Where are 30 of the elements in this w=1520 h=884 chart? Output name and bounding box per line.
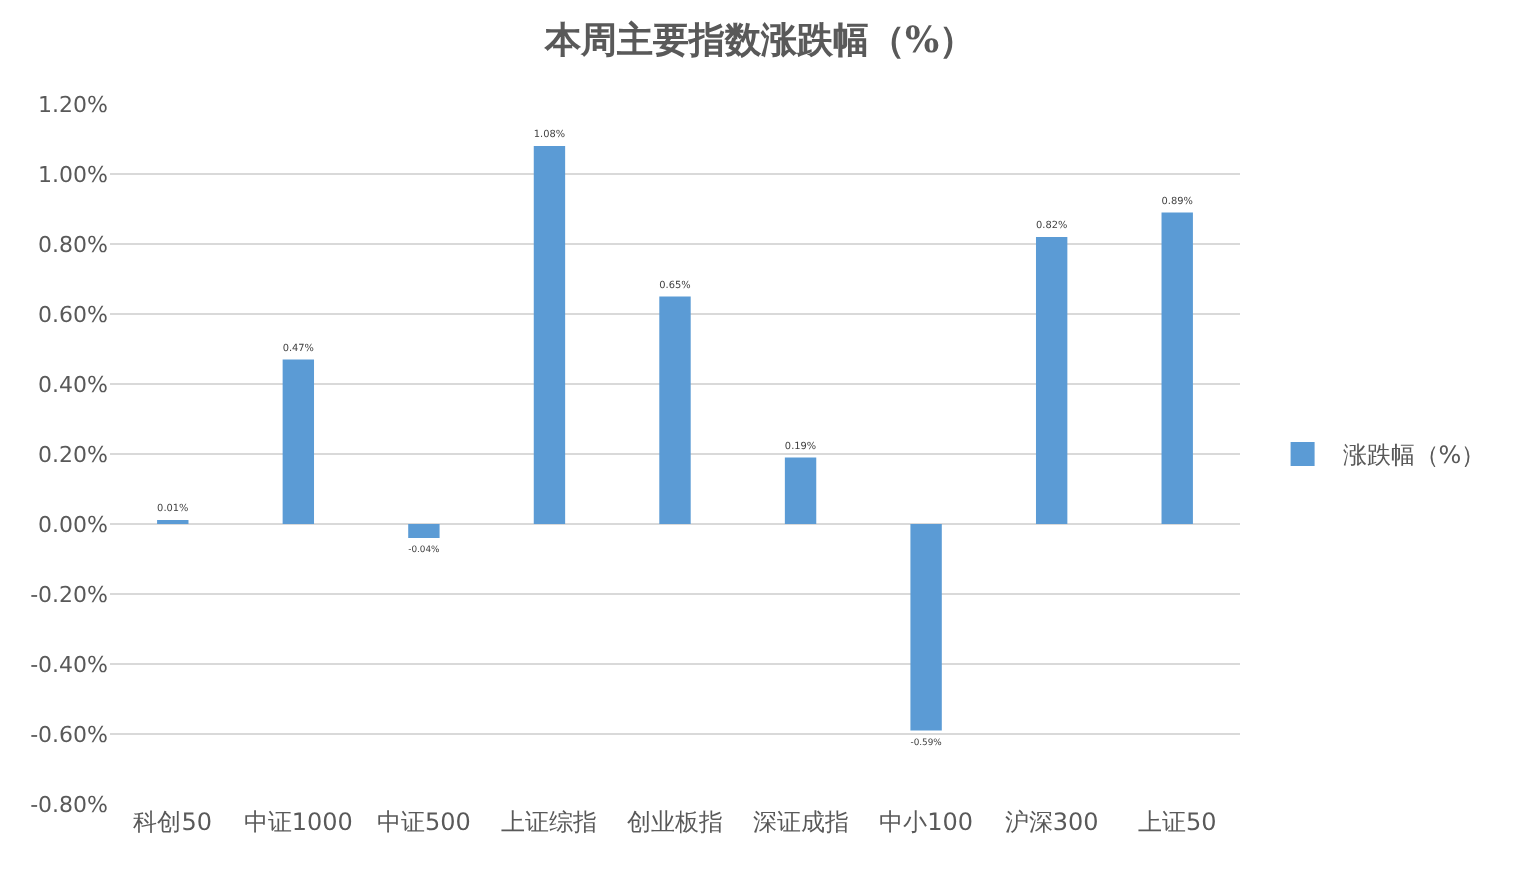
chart-title: 本周主要指数涨跌幅（%） [542,20,976,63]
y-tick-label: 1.20% [38,91,108,118]
x-tick-label: 沪深300 [1004,808,1099,836]
y-tick-label: 0.40% [38,371,108,398]
x-tick-label: 上证50 [1137,808,1217,836]
y-tick-label: -0.20% [30,581,108,608]
x-tick-label: 科创50 [133,808,213,836]
bar [1035,237,1068,524]
y-tick-label: -0.60% [30,721,108,748]
x-tick-label: 中证1000 [243,808,353,836]
x-tick-label: 创业板指 [627,808,723,836]
bar [533,146,566,524]
y-tick-label: 0.00% [38,511,108,538]
bar [659,296,691,524]
y-tick-label: -0.80% [30,791,108,818]
x-tick-label: 中证500 [376,808,471,836]
x-tick-label: 中小100 [879,808,974,836]
bar [1161,212,1193,524]
y-tick-label: 0.60% [38,301,108,328]
legend-label: 涨跌幅（%） [1342,441,1486,470]
y-tick-label: 0.20% [38,441,108,468]
y-tick-label: -0.40% [30,651,108,678]
x-tick-label: 上证综指 [501,808,598,836]
bar [784,457,817,524]
bar [910,524,942,731]
bar [282,359,315,524]
bar [408,524,440,538]
y-tick-label: 1.00% [38,161,108,188]
y-tick-label: 0.80% [38,231,108,258]
x-tick-label: 深证成指 [752,808,849,836]
